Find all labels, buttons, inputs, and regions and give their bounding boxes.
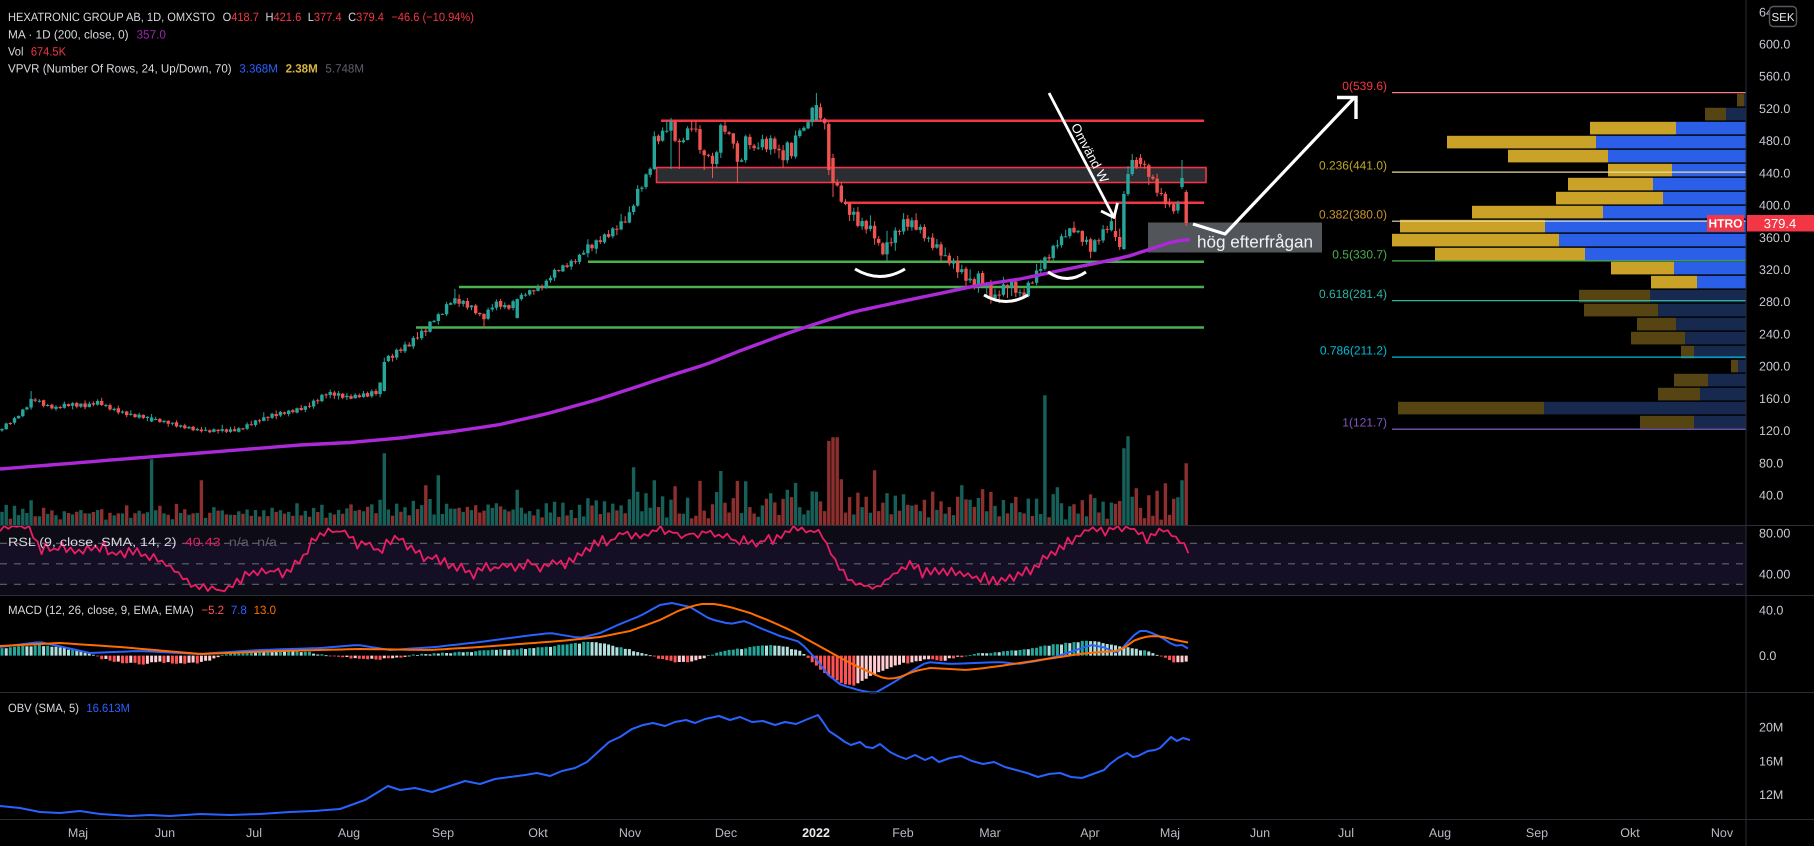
svg-text:40.00: 40.00 — [1759, 568, 1790, 582]
svg-text:MA · 1D (200, close, 0)357.0: MA · 1D (200, close, 0) 357.0 — [8, 28, 166, 42]
svg-text:1(121.7): 1(121.7) — [1342, 416, 1387, 430]
svg-text:160.0: 160.0 — [1759, 392, 1790, 406]
svg-text:Feb: Feb — [892, 826, 914, 840]
svg-text:Mar: Mar — [979, 826, 1001, 840]
svg-text:400.0: 400.0 — [1759, 199, 1790, 213]
svg-text:Maj: Maj — [1160, 826, 1180, 840]
svg-text:HTRO: HTRO — [1709, 217, 1743, 231]
svg-text:360.0: 360.0 — [1759, 231, 1790, 245]
svg-text:Maj: Maj — [68, 826, 88, 840]
svg-text:20M: 20M — [1759, 721, 1783, 735]
svg-text:600.0: 600.0 — [1759, 38, 1790, 52]
svg-text:0.5(330.7): 0.5(330.7) — [1332, 247, 1387, 261]
svg-text:Aug: Aug — [338, 826, 360, 840]
svg-text:280.0: 280.0 — [1759, 295, 1790, 309]
svg-text:200.0: 200.0 — [1759, 360, 1790, 374]
svg-text:0.618(281.4): 0.618(281.4) — [1319, 287, 1387, 301]
svg-text:Nov: Nov — [619, 826, 642, 840]
svg-text:440.0: 440.0 — [1759, 166, 1790, 180]
svg-text:Aug: Aug — [1429, 826, 1451, 840]
svg-text:Jul: Jul — [246, 826, 262, 840]
svg-text:12M: 12M — [1759, 788, 1783, 802]
svg-text:240.0: 240.0 — [1759, 327, 1790, 341]
svg-text:379.4: 379.4 — [1764, 216, 1797, 231]
svg-text:80.00: 80.00 — [1759, 527, 1790, 541]
svg-text:HEXATRONIC GROUP AB, 1D, OMXST: HEXATRONIC GROUP AB, 1D, OMXSTOO418.7 H42… — [8, 10, 474, 24]
svg-text:Jul: Jul — [1338, 826, 1354, 840]
svg-text:560.0: 560.0 — [1759, 70, 1790, 84]
svg-text:hög efterfrågan: hög efterfrågan — [1197, 233, 1313, 252]
svg-text:40.0: 40.0 — [1759, 489, 1783, 503]
svg-text:VPVR (Number Of Rows, 24, Up/D: VPVR (Number Of Rows, 24, Up/Down, 70)3.… — [8, 62, 364, 76]
svg-text:Sep: Sep — [432, 826, 454, 840]
svg-text:320.0: 320.0 — [1759, 263, 1790, 277]
svg-text:16M: 16M — [1759, 755, 1783, 769]
svg-text:SEK: SEK — [1771, 12, 1794, 24]
svg-text:120.0: 120.0 — [1759, 424, 1790, 438]
svg-text:Nov: Nov — [1711, 826, 1734, 840]
svg-text:Apr: Apr — [1080, 826, 1099, 840]
svg-text:Dec: Dec — [715, 826, 737, 840]
svg-text:520.0: 520.0 — [1759, 102, 1790, 116]
svg-text:OBV (SMA, 5)16.613M: OBV (SMA, 5) 16.613M — [8, 701, 130, 715]
svg-text:0.236(441.0): 0.236(441.0) — [1319, 159, 1387, 173]
svg-text:Jun: Jun — [155, 826, 175, 840]
svg-text:0.0: 0.0 — [1759, 649, 1776, 663]
svg-text:Okt: Okt — [1620, 826, 1640, 840]
svg-text:0.786(211.2): 0.786(211.2) — [1320, 344, 1387, 358]
svg-text:480.0: 480.0 — [1759, 134, 1790, 148]
svg-text:0(539.6): 0(539.6) — [1342, 79, 1387, 93]
svg-text:2022: 2022 — [802, 826, 830, 840]
svg-text:RSL (9, close, SMA, 14, 2)40.4: RSL (9, close, SMA, 14, 2) 40.43 n/a n/a — [8, 535, 277, 549]
svg-text:40.0: 40.0 — [1759, 604, 1783, 618]
svg-text:80.0: 80.0 — [1759, 456, 1783, 470]
svg-text:Sep: Sep — [1526, 826, 1548, 840]
svg-text:MACD (12, 26, close, 9, EMA, E: MACD (12, 26, close, 9, EMA, EMA)−5.2 7.8… — [8, 603, 276, 617]
svg-text:Okt: Okt — [528, 826, 548, 840]
svg-text:0.382(380.0): 0.382(380.0) — [1319, 208, 1387, 222]
svg-text:Jun: Jun — [1250, 826, 1270, 840]
